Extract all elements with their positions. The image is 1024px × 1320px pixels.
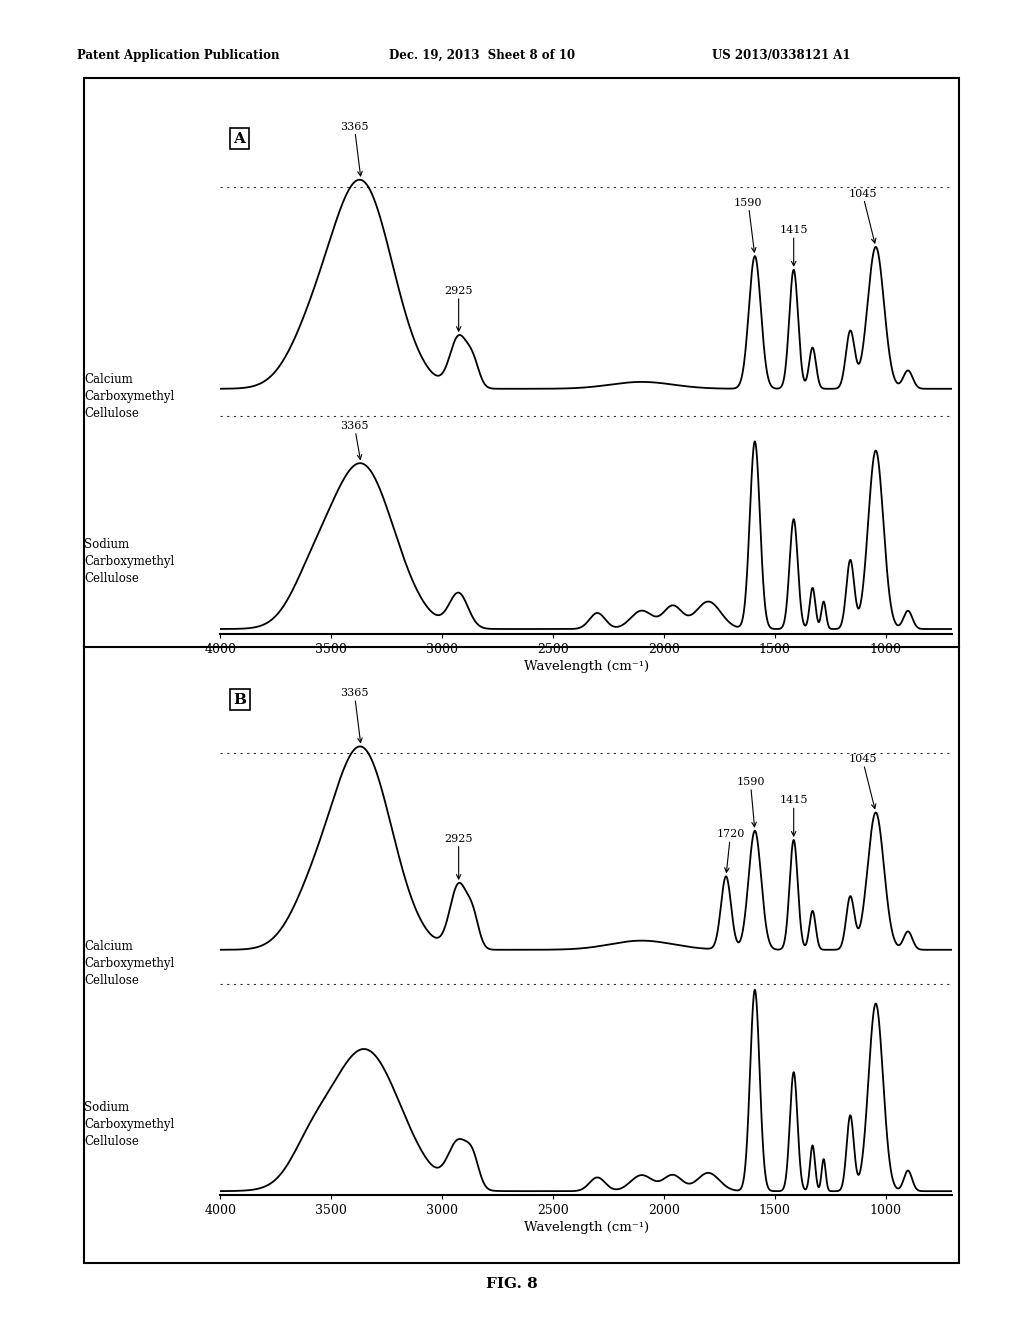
Text: Calcium
Carboxymethyl
Cellulose: Calcium Carboxymethyl Cellulose <box>84 372 174 420</box>
Text: 1045: 1045 <box>848 189 877 243</box>
Text: 3365: 3365 <box>340 121 369 176</box>
Text: US 2013/0338121 A1: US 2013/0338121 A1 <box>712 49 850 62</box>
Text: A: A <box>233 132 245 145</box>
Text: 3365: 3365 <box>340 421 369 459</box>
Text: Dec. 19, 2013  Sheet 8 of 10: Dec. 19, 2013 Sheet 8 of 10 <box>389 49 575 62</box>
Text: FIG. 8: FIG. 8 <box>486 1276 538 1291</box>
Text: 2925: 2925 <box>444 834 473 879</box>
X-axis label: Wavelength (cm⁻¹): Wavelength (cm⁻¹) <box>523 660 649 673</box>
Text: Calcium
Carboxymethyl
Cellulose: Calcium Carboxymethyl Cellulose <box>84 940 174 987</box>
Text: 1415: 1415 <box>779 796 808 836</box>
Text: 1590: 1590 <box>736 777 765 826</box>
Text: Sodium
Carboxymethyl
Cellulose: Sodium Carboxymethyl Cellulose <box>84 537 174 585</box>
Text: Patent Application Publication: Patent Application Publication <box>77 49 280 62</box>
Text: 1415: 1415 <box>779 226 808 265</box>
X-axis label: Wavelength (cm⁻¹): Wavelength (cm⁻¹) <box>523 1221 649 1234</box>
Text: 1590: 1590 <box>734 198 763 252</box>
Text: 1045: 1045 <box>848 754 877 809</box>
Text: 2925: 2925 <box>444 286 473 331</box>
Text: 1720: 1720 <box>716 829 744 873</box>
Text: B: B <box>233 693 247 706</box>
Text: Sodium
Carboxymethyl
Cellulose: Sodium Carboxymethyl Cellulose <box>84 1101 174 1148</box>
Text: 3365: 3365 <box>340 688 369 743</box>
